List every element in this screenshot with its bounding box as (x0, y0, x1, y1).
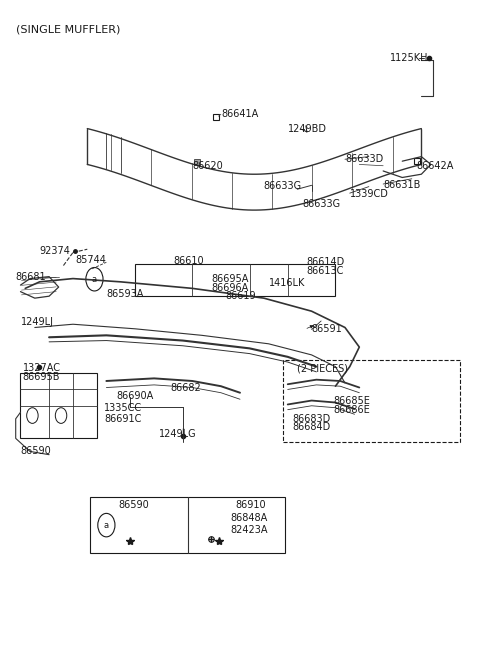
Text: 86696A: 86696A (211, 283, 249, 293)
Text: 86685E: 86685E (333, 396, 370, 405)
Text: 92374: 92374 (39, 246, 71, 256)
Text: 86686E: 86686E (333, 405, 370, 415)
Text: 86610: 86610 (173, 256, 204, 266)
Text: 86620: 86620 (192, 161, 223, 172)
Text: 86684D: 86684D (292, 422, 331, 432)
Text: 1249LJ: 1249LJ (21, 317, 53, 328)
Text: 85744: 85744 (75, 255, 106, 265)
Text: 86591: 86591 (312, 324, 342, 335)
Text: 86695A: 86695A (211, 274, 249, 284)
Bar (135, 264, 336, 296)
Text: (2 PIECES): (2 PIECES) (297, 364, 348, 373)
Text: 86642A: 86642A (417, 160, 454, 171)
Text: 86633D: 86633D (345, 154, 383, 164)
Text: 86682: 86682 (171, 383, 202, 392)
Text: 86681: 86681 (16, 272, 47, 282)
Text: 86683D: 86683D (292, 414, 331, 424)
Text: 1339CD: 1339CD (350, 189, 389, 199)
Text: 86631B: 86631B (383, 180, 420, 191)
Text: 86619: 86619 (226, 291, 256, 301)
Bar (283, 360, 459, 441)
Text: 1249LG: 1249LG (159, 430, 196, 440)
Text: 86691C: 86691C (104, 414, 142, 424)
Text: 86593A: 86593A (107, 290, 144, 299)
Bar (21, 373, 97, 438)
Text: 86910: 86910 (235, 500, 266, 510)
Text: (SINGLE MUFFLER): (SINGLE MUFFLER) (16, 24, 120, 34)
Text: 86641A: 86641A (221, 109, 258, 119)
Bar (90, 497, 285, 553)
Text: 1125KH: 1125KH (390, 53, 429, 63)
Text: 86848A: 86848A (230, 513, 268, 523)
Text: 86690A: 86690A (116, 391, 153, 401)
Text: a: a (92, 274, 97, 284)
Text: 86695B: 86695B (23, 372, 60, 382)
Text: 86614D: 86614D (307, 257, 345, 267)
Text: 86590: 86590 (118, 500, 149, 510)
Text: 86590: 86590 (21, 447, 51, 457)
Text: 1327AC: 1327AC (23, 363, 61, 373)
Text: 86613C: 86613C (307, 267, 344, 276)
Text: 1416LK: 1416LK (269, 278, 305, 288)
Text: 1249BD: 1249BD (288, 124, 327, 134)
Text: a: a (104, 521, 109, 530)
Text: 82423A: 82423A (230, 525, 268, 534)
Text: 1335CC: 1335CC (104, 403, 142, 413)
Text: 86633G: 86633G (264, 181, 302, 191)
Text: 86633G: 86633G (302, 198, 340, 208)
